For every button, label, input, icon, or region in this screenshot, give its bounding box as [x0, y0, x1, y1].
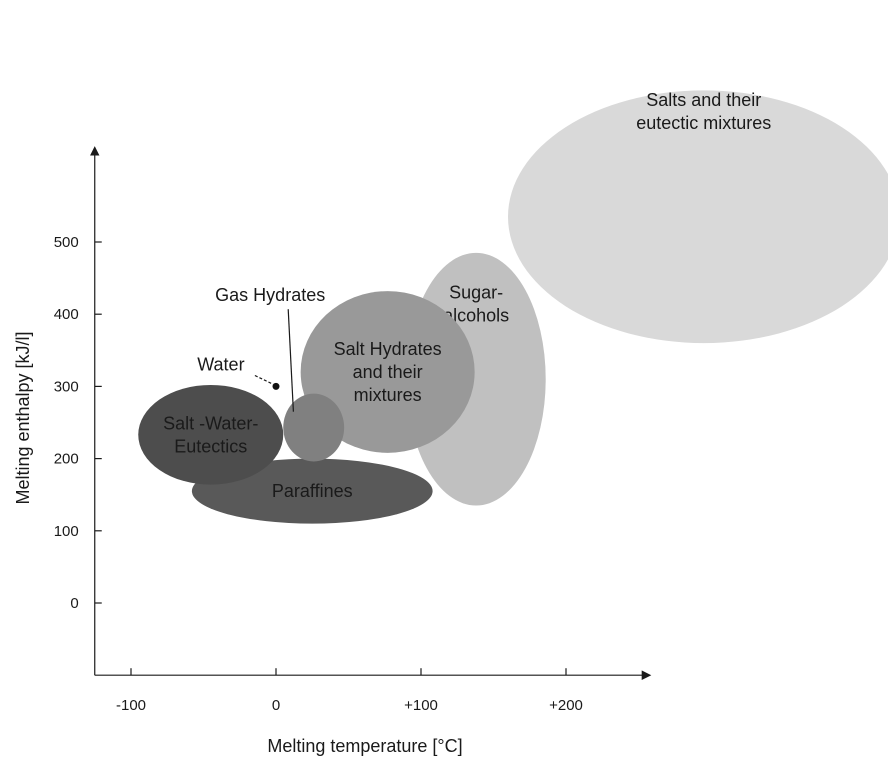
gas-hydrates-label-leader [287, 309, 294, 412]
y-tick-label: 300 [54, 378, 79, 395]
water-label: Water [197, 355, 244, 375]
annotation-layer: Gas Hydrates Water [197, 285, 325, 412]
region-salts-ellipse [508, 90, 888, 344]
y-tick-label: 200 [54, 451, 79, 468]
region-salts-label-line: Salts and their [646, 90, 761, 110]
point-water [272, 382, 280, 390]
region-salt-water-eutectics-label-line: Eutectics [174, 436, 247, 456]
x-tick-label: -100 [116, 697, 146, 714]
region-sugar-alcohols-label-line: alcohols [443, 306, 509, 326]
regions-layer: Salts and their eutectic mixtures Sugar-al… [138, 90, 888, 524]
region-gas-hydrates-ellipse [283, 393, 345, 462]
region-salts: Salts and their eutectic mixtures [508, 90, 888, 344]
region-paraffines-label-line: Paraffines [272, 481, 353, 501]
region-gas-hydrates [283, 393, 345, 462]
region-salt-water-eutectics-ellipse [138, 384, 284, 485]
x-tick-label: 0 [272, 697, 280, 714]
region-salt-hydrates-label-line: mixtures [354, 385, 422, 405]
region-salt-hydrates-ellipse [300, 291, 475, 453]
region-salt-water-eutectics-label-line: Salt -Water- [163, 413, 258, 433]
x-tick-label: +100 [404, 697, 438, 714]
y-tick-label: 0 [70, 595, 78, 612]
x-tick-label: +200 [549, 697, 583, 714]
water-label-leader [254, 374, 274, 385]
annotation-gas-hydrates-label: Gas Hydrates [215, 285, 325, 412]
y-tick-label: 400 [54, 306, 79, 323]
gas-hydrates-label: Gas Hydrates [215, 285, 325, 305]
points-layer [272, 382, 280, 390]
region-salt-hydrates-label-line: and their [353, 362, 423, 382]
y-tick-label: 500 [54, 234, 79, 251]
region-sugar-alcohols-label-line: Sugar- [449, 283, 503, 303]
region-salts-label-line: eutectic mixtures [636, 113, 771, 133]
region-salt-water-eutectics: Salt -Water- Eutectics [138, 384, 284, 485]
y-tick-label: 100 [54, 523, 79, 540]
annotation-water-label: Water [197, 355, 274, 385]
x-axis-label: Melting temperature [°C] [267, 736, 462, 756]
axes-layer: -100 0 +100 +200 0 100 200 300 400 500 Melting tem… [13, 146, 652, 756]
region-salt-hydrates: Salt Hydrates and their mixtures [300, 291, 475, 453]
region-salt-hydrates-label-line: Salt Hydrates [334, 339, 442, 359]
y-axis-label: Melting enthalpy [kJ/l] [13, 331, 33, 504]
